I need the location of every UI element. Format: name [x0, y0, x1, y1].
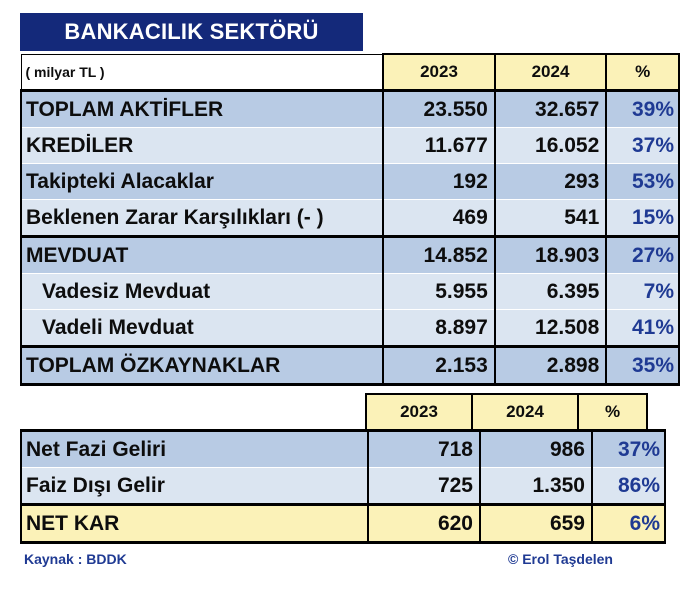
row-label: Beklenen Zarar Karşılıkları (- ): [19, 199, 385, 237]
row-label: TOPLAM AKTİFLER: [19, 89, 385, 128]
income-table: Net Fazi Geliri 718 986 37% Faiz Dışı Ge…: [20, 429, 666, 544]
table-row: Takipteki Alacaklar 192 293 53%: [19, 163, 680, 200]
header-2023: 2023: [382, 53, 496, 92]
value-2024: 293: [493, 163, 608, 200]
income-header-2024: 2024: [471, 393, 579, 431]
table-row: KREDİLER 11.677 16.052 37%: [19, 127, 680, 164]
change-percent: 86%: [591, 467, 666, 505]
row-label: NET KAR: [20, 503, 369, 544]
table-row: Vadesiz Mevduat 5.955 6.395 7%: [19, 273, 680, 310]
change-percent: 7%: [605, 273, 680, 310]
value-2023: 23.550: [382, 89, 496, 128]
value-2023: 469: [382, 199, 496, 237]
change-percent: 15%: [605, 199, 680, 237]
row-label: Vadeli Mevduat: [19, 309, 385, 347]
value-2024: 541: [493, 199, 608, 237]
change-percent: 27%: [605, 235, 680, 274]
row-label: KREDİLER: [19, 127, 385, 164]
income-header-table: 2023 2024 %: [20, 393, 648, 431]
balance-sheet-table: ( milyar TL ) 2023 2024 % TOPLAM AKTİFLE…: [19, 53, 680, 386]
value-2023: 192: [382, 163, 496, 200]
income-header-2023: 2023: [365, 393, 473, 431]
value-2024: 18.903: [493, 235, 608, 274]
table-row: Net Fazi Geliri 718 986 37%: [20, 429, 666, 468]
row-label: TOPLAM ÖZKAYNAKLAR: [19, 345, 385, 386]
table-row: Beklenen Zarar Karşılıkları (- ) 469 541…: [19, 199, 680, 237]
value-2024: 12.508: [493, 309, 608, 347]
net-profit-row: NET KAR 620 659 6%: [20, 503, 666, 544]
value-2024: 16.052: [493, 127, 608, 164]
header-spacer: [20, 394, 366, 430]
unit-label: ( milyar TL ): [20, 53, 384, 91]
header-percent: %: [605, 53, 680, 92]
row-label: Vadesiz Mevduat: [19, 273, 385, 310]
author-credit: © Erol Taşdelen: [508, 551, 613, 567]
table-header-row: ( milyar TL ) 2023 2024 %: [20, 53, 680, 92]
income-header-percent: %: [577, 393, 648, 431]
table-row: Faiz Dışı Gelir 725 1.350 86%: [20, 467, 666, 505]
value-2024: 1.350: [479, 467, 593, 505]
table-row: Vadeli Mevduat 8.897 12.508 41%: [19, 309, 680, 347]
page-title: BANKACILIK SEKTÖRÜ: [20, 13, 363, 51]
row-label: Net Fazi Geliri: [20, 429, 369, 468]
income-header-row: 2023 2024 %: [20, 393, 648, 431]
table-row: MEVDUAT 14.852 18.903 27%: [19, 235, 680, 274]
change-percent: 37%: [591, 429, 666, 468]
value-2023: 11.677: [382, 127, 496, 164]
value-2023: 14.852: [382, 235, 496, 274]
value-2024: 659: [479, 503, 593, 544]
value-2024: 986: [479, 429, 593, 468]
value-2023: 725: [367, 467, 481, 505]
row-label: MEVDUAT: [19, 235, 385, 274]
value-2023: 2.153: [382, 345, 496, 386]
row-label: Takipteki Alacaklar: [19, 163, 385, 200]
row-label: Faiz Dışı Gelir: [20, 467, 369, 505]
value-2024: 6.395: [493, 273, 608, 310]
header-2024: 2024: [493, 53, 608, 92]
source-note: Kaynak : BDDK: [24, 551, 127, 567]
change-percent: 6%: [591, 503, 666, 544]
value-2023: 620: [367, 503, 481, 544]
table-row: TOPLAM ÖZKAYNAKLAR 2.153 2.898 35%: [19, 345, 680, 386]
change-percent: 39%: [605, 89, 680, 128]
change-percent: 41%: [605, 309, 680, 347]
change-percent: 53%: [605, 163, 680, 200]
value-2023: 718: [367, 429, 481, 468]
table-row: TOPLAM AKTİFLER 23.550 32.657 39%: [19, 89, 680, 128]
value-2024: 32.657: [493, 89, 608, 128]
value-2024: 2.898: [493, 345, 608, 386]
change-percent: 35%: [605, 345, 680, 386]
value-2023: 5.955: [382, 273, 496, 310]
value-2023: 8.897: [382, 309, 496, 347]
change-percent: 37%: [605, 127, 680, 164]
